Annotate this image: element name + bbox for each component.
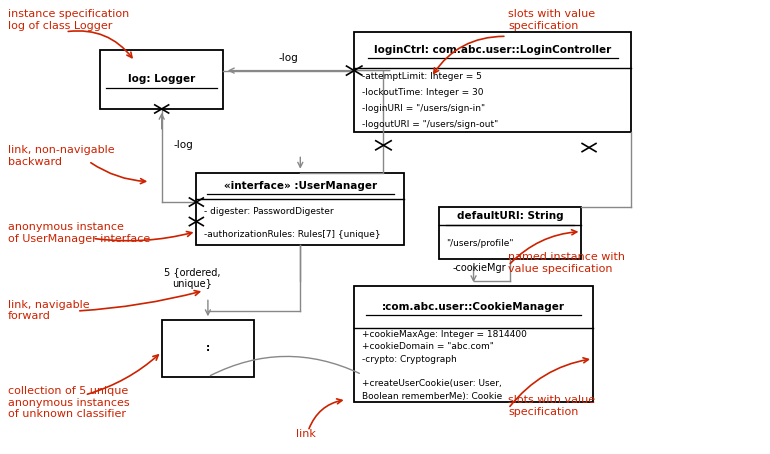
Text: :: : bbox=[206, 343, 210, 354]
Text: slots with value
specification: slots with value specification bbox=[508, 9, 595, 31]
Text: -lockoutTime: Integer = 30: -lockoutTime: Integer = 30 bbox=[362, 88, 484, 97]
Text: Boolean rememberMe): Cookie: Boolean rememberMe): Cookie bbox=[362, 392, 502, 401]
Text: 5 {ordered,
unique}: 5 {ordered, unique} bbox=[164, 267, 221, 289]
Text: -attemptLimit: Integer = 5: -attemptLimit: Integer = 5 bbox=[362, 72, 482, 81]
Text: instance specification
log of class Logger: instance specification log of class Logg… bbox=[8, 9, 129, 31]
Text: slots with value
specification: slots with value specification bbox=[508, 395, 595, 417]
Text: link, navigable
forward: link, navigable forward bbox=[8, 300, 89, 321]
Text: "/users/profile": "/users/profile" bbox=[447, 239, 514, 248]
Text: log: Logger: log: Logger bbox=[128, 74, 196, 84]
Text: link, non-navigable
backward: link, non-navigable backward bbox=[8, 145, 114, 167]
Text: +cookieDomain = "abc.com": +cookieDomain = "abc.com" bbox=[362, 342, 494, 351]
Text: link: link bbox=[296, 429, 316, 439]
Text: -cookieMgr: -cookieMgr bbox=[453, 263, 507, 273]
FancyBboxPatch shape bbox=[162, 320, 254, 377]
Text: named instance with
value specification: named instance with value specification bbox=[508, 252, 625, 274]
FancyBboxPatch shape bbox=[439, 207, 581, 259]
Text: -log: -log bbox=[279, 53, 299, 63]
Text: -logoutURI = "/users/sign-out": -logoutURI = "/users/sign-out" bbox=[362, 120, 498, 129]
Text: :com.abc.user::CookieManager: :com.abc.user::CookieManager bbox=[382, 302, 565, 312]
Text: - digester: PasswordDigester: - digester: PasswordDigester bbox=[204, 207, 333, 216]
Text: «interface» :UserManager: «interface» :UserManager bbox=[224, 181, 377, 191]
Text: +cookieMaxAge: Integer = 1814400: +cookieMaxAge: Integer = 1814400 bbox=[362, 330, 527, 339]
FancyBboxPatch shape bbox=[354, 286, 593, 402]
Text: loginCtrl: com.abc.user::LoginController: loginCtrl: com.abc.user::LoginController bbox=[374, 45, 611, 55]
Text: -log: -log bbox=[173, 140, 193, 150]
FancyBboxPatch shape bbox=[354, 32, 631, 132]
FancyBboxPatch shape bbox=[100, 50, 223, 109]
FancyBboxPatch shape bbox=[196, 173, 404, 245]
Text: anonymous instance
of UserManager interface: anonymous instance of UserManager interf… bbox=[8, 222, 150, 244]
Text: -loginURI = "/users/sign-in": -loginURI = "/users/sign-in" bbox=[362, 104, 485, 113]
Text: +createUserCookie(user: User,: +createUserCookie(user: User, bbox=[362, 380, 501, 388]
Text: -authorizationRules: Rules[7] {unique}: -authorizationRules: Rules[7] {unique} bbox=[204, 230, 380, 239]
Text: defaultURI: String: defaultURI: String bbox=[457, 211, 564, 221]
Text: -crypto: Cryptograph: -crypto: Cryptograph bbox=[362, 355, 457, 364]
Text: collection of 5 unique
anonymous instances
of unknown classifier: collection of 5 unique anonymous instanc… bbox=[8, 386, 129, 419]
